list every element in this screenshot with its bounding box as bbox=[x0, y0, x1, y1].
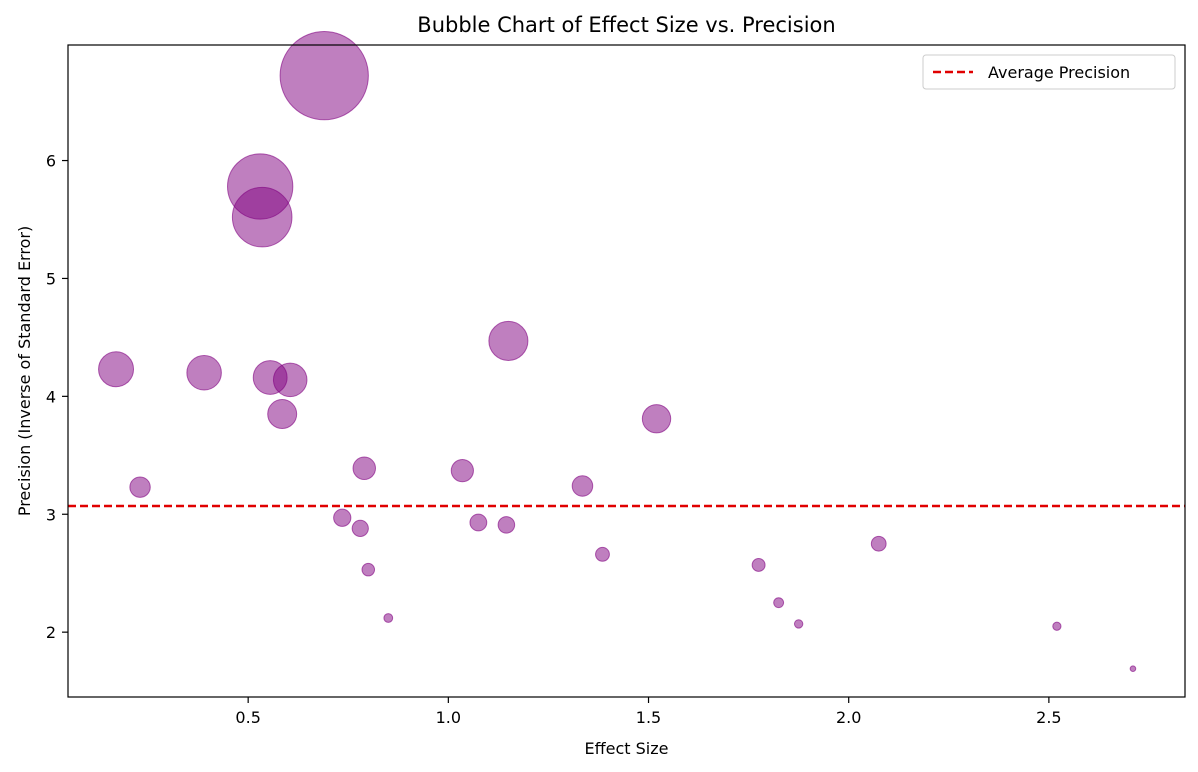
bubble-point-25 bbox=[1052, 621, 1062, 631]
x-axis: 0.5 1.0 1.5 2.0 2.5 bbox=[235, 697, 1062, 727]
bubble-point-18 bbox=[870, 535, 887, 552]
legend: Average Precision bbox=[922, 54, 1176, 90]
legend-entry-average-precision: Average Precision bbox=[988, 63, 1130, 82]
y-tick-label: 6 bbox=[46, 152, 56, 171]
bubble-series bbox=[98, 31, 1137, 672]
y-axis: 2 3 4 5 6 bbox=[46, 152, 68, 642]
x-tick-label: 0.5 bbox=[235, 708, 260, 727]
plot-frame bbox=[67, 44, 1186, 698]
x-tick-label: 2.0 bbox=[836, 708, 861, 727]
x-tick-label: 1.0 bbox=[436, 708, 461, 727]
bubble-point-6 bbox=[272, 362, 308, 398]
bubble-point-26 bbox=[1129, 665, 1137, 672]
x-tick-label: 1.5 bbox=[636, 708, 661, 727]
bubble-point-2 bbox=[231, 186, 293, 248]
y-tick-label: 4 bbox=[46, 387, 56, 406]
bubble-point-13 bbox=[571, 475, 594, 497]
bubble-point-0 bbox=[279, 31, 369, 121]
plot-area bbox=[67, 31, 1186, 698]
x-axis-label: Effect Size bbox=[585, 739, 669, 758]
bubble-point-23 bbox=[383, 613, 394, 623]
legend-box bbox=[922, 54, 1176, 90]
bubble-point-4 bbox=[186, 355, 222, 391]
chart-title: Bubble Chart of Effect Size vs. Precisio… bbox=[417, 13, 835, 37]
bubble-point-9 bbox=[641, 404, 672, 434]
bubble-point-14 bbox=[333, 508, 352, 527]
bubble-point-22 bbox=[773, 597, 785, 609]
y-tick-label: 3 bbox=[46, 505, 56, 524]
bubble-point-21 bbox=[361, 562, 376, 577]
y-tick-label: 2 bbox=[46, 623, 56, 642]
bubble-point-10 bbox=[129, 476, 151, 498]
bubble-point-17 bbox=[497, 516, 516, 534]
bubble-point-7 bbox=[267, 399, 298, 430]
bubble-point-19 bbox=[595, 546, 610, 562]
y-axis-label: Precision (Inverse of Standard Error) bbox=[15, 226, 34, 516]
bubble-point-3 bbox=[98, 351, 135, 388]
bubble-point-12 bbox=[450, 459, 474, 483]
bubble-point-24 bbox=[793, 619, 804, 629]
bubble-point-20 bbox=[751, 557, 766, 572]
bubble-point-11 bbox=[352, 456, 376, 480]
bubble-point-15 bbox=[351, 519, 369, 538]
x-tick-label: 2.5 bbox=[1036, 708, 1061, 727]
bubble-point-8 bbox=[488, 320, 529, 361]
bubble-point-16 bbox=[469, 513, 488, 532]
y-tick-label: 5 bbox=[46, 269, 56, 288]
